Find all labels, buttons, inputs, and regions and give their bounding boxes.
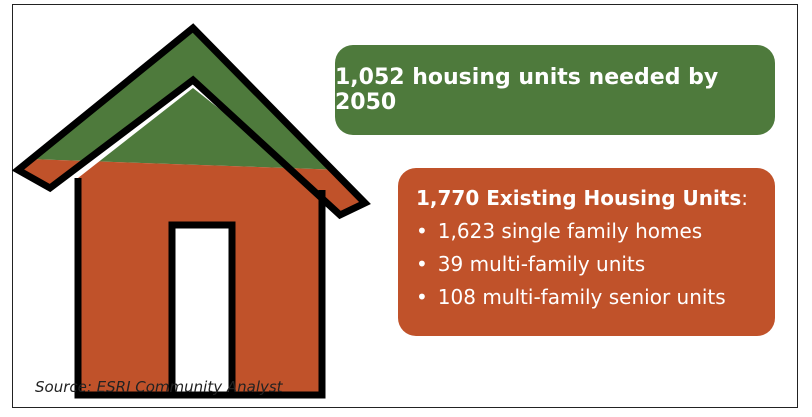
existing-item: 1,623 single family homes (416, 215, 757, 248)
needed-text: 1,052 housing units needed by 2050 (335, 65, 719, 115)
existing-item: 39 multi-family units (416, 248, 757, 281)
source-note: Source: ESRI Community Analyst (35, 378, 283, 396)
roof-outline (11, 23, 371, 220)
frame (12, 4, 798, 408)
existing-box: 1,770 Existing Housing Units: 1,623 sing… (398, 168, 775, 336)
needed-box: 1,052 housing units needed by 2050 (335, 45, 775, 135)
heading-suffix: : (741, 186, 749, 210)
existing-item: 108 multi-family senior units (416, 281, 757, 314)
house-icon (11, 23, 371, 399)
existing-heading: 1,770 Existing Housing Units: (416, 182, 757, 215)
door (168, 221, 236, 399)
heading-text: 1,770 Existing Housing Units (416, 186, 742, 210)
existing-list: 1,623 single family homes39 multi-family… (416, 215, 757, 314)
